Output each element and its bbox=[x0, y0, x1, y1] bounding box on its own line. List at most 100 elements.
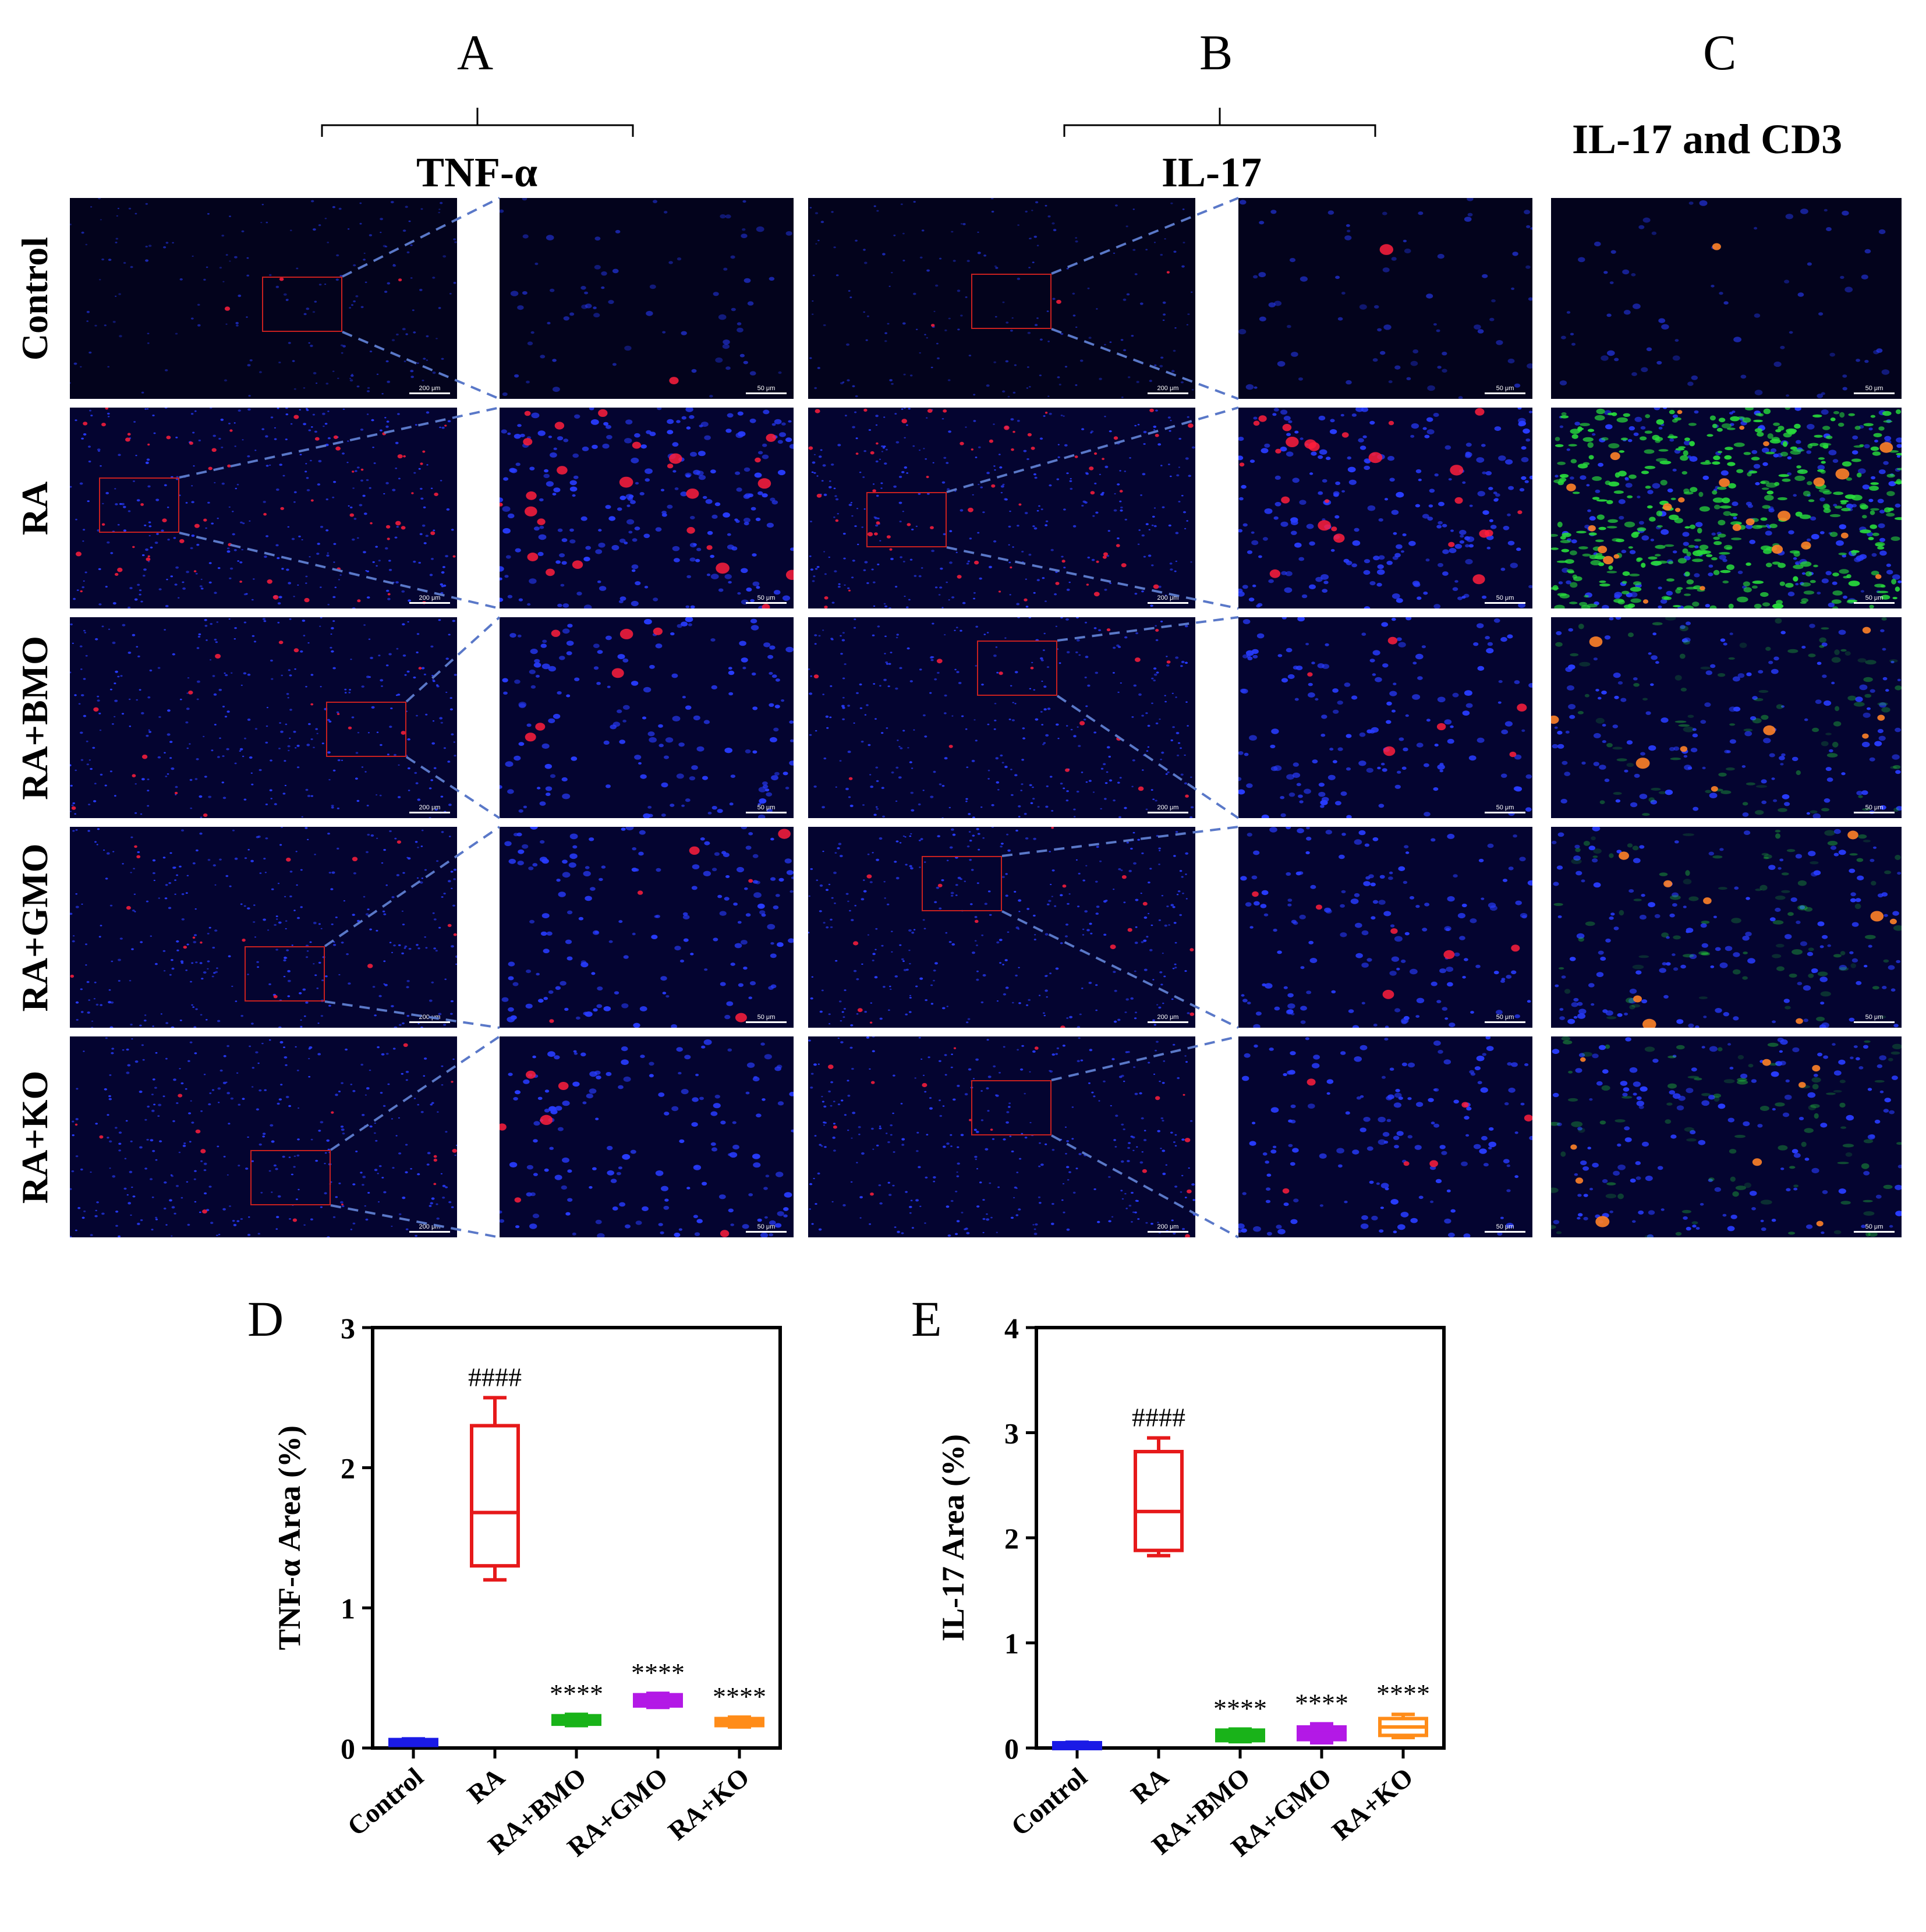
zoom-connector-line bbox=[1051, 328, 1239, 400]
scale-bar-high: 50 μm bbox=[1485, 804, 1525, 813]
roi-box bbox=[245, 946, 325, 1002]
roi-box bbox=[250, 1150, 331, 1205]
micrograph-il17-low-ra-ko: 200 μm bbox=[808, 1036, 1195, 1237]
scale-bar-label: 50 μm bbox=[1865, 1223, 1883, 1230]
micrograph-tnf-low-ra: 200 μm bbox=[70, 408, 457, 608]
micrograph-il17-high-ra-ko: 50 μm bbox=[1238, 1036, 1532, 1237]
scale-bar-high: 50 μm bbox=[1485, 1223, 1525, 1233]
x-tick-label: RA+KO bbox=[663, 1762, 755, 1846]
scale-bar-low: 200 μm bbox=[1148, 385, 1188, 394]
scale-bar-line bbox=[1485, 1231, 1525, 1233]
micrograph-il17-low-control: 200 μm bbox=[808, 198, 1195, 399]
scale-bar-line bbox=[1854, 1021, 1895, 1023]
scale-bar-line bbox=[409, 602, 450, 604]
scale-bar-label: 50 μm bbox=[1496, 1014, 1514, 1021]
scale-bar-label: 50 μm bbox=[1865, 595, 1883, 601]
scale-bar-line bbox=[1485, 602, 1525, 604]
zoom-connector-line bbox=[1051, 197, 1239, 275]
x-tick-label: Control bbox=[1006, 1762, 1093, 1842]
significance-annotation: **** bbox=[631, 1658, 685, 1687]
micrograph-il17-high-ra-gmo: 50 μm bbox=[1238, 827, 1532, 1028]
scale-bar-low: 200 μm bbox=[409, 804, 450, 813]
scale-bar-line bbox=[1148, 392, 1188, 394]
micrograph-cd3-high-ra: 50 μm bbox=[1551, 408, 1902, 608]
scale-bar-label: 200 μm bbox=[1157, 1014, 1179, 1021]
scale-bar-label: 50 μm bbox=[1496, 1223, 1514, 1230]
y-tick-label: 2 bbox=[341, 1452, 355, 1485]
scale-bar-label: 200 μm bbox=[1157, 385, 1179, 392]
zoom-connector-line bbox=[179, 532, 500, 610]
scale-bar-line bbox=[1854, 1231, 1895, 1233]
scale-bar-low: 200 μm bbox=[409, 595, 450, 604]
roi-box bbox=[262, 277, 342, 332]
y-tick-label: 1 bbox=[1004, 1627, 1019, 1660]
scale-bar-line bbox=[1148, 602, 1188, 604]
micrograph-tnf-low-ra-gmo: 200 μm bbox=[70, 827, 457, 1028]
title-tnf-alpha: TNF-α bbox=[416, 149, 538, 196]
roi-box bbox=[326, 702, 406, 757]
scale-bar-high: 50 μm bbox=[746, 595, 787, 604]
y-tick-label: 4 bbox=[1004, 1316, 1019, 1344]
micrograph-cd3-high-ra-gmo: 50 μm bbox=[1551, 827, 1902, 1028]
panel-letter-d: D bbox=[247, 1291, 284, 1347]
micrograph-tnf-high-ra-bmo: 50 μm bbox=[500, 617, 794, 818]
significance-annotation: **** bbox=[713, 1682, 766, 1711]
scale-bar-label: 50 μm bbox=[757, 804, 776, 811]
scale-bar-line bbox=[746, 812, 787, 813]
scale-bar-line bbox=[1485, 392, 1525, 394]
roi-box bbox=[977, 641, 1057, 696]
micrograph-tnf-low-ra-bmo: 200 μm bbox=[70, 617, 457, 818]
scale-bar-high: 50 μm bbox=[1854, 804, 1895, 813]
scale-bar-line bbox=[746, 1231, 787, 1233]
brace-a bbox=[321, 108, 634, 137]
zoom-connector-line bbox=[1056, 695, 1240, 819]
zoom-connector-line bbox=[342, 331, 500, 400]
scale-bar-label: 200 μm bbox=[419, 595, 441, 601]
panel-letter-b: B bbox=[1199, 24, 1233, 80]
scale-bar-line bbox=[1854, 602, 1895, 604]
scale-bar-label: 50 μm bbox=[1496, 595, 1514, 601]
scale-bar-high: 50 μm bbox=[746, 385, 787, 394]
zoom-connector-lines bbox=[179, 197, 1240, 1239]
y-tick-label: 2 bbox=[1004, 1522, 1019, 1555]
micrograph-cd3-high-control: 50 μm bbox=[1551, 198, 1902, 399]
scale-bar-line bbox=[1854, 392, 1895, 394]
y-tick-label: 3 bbox=[341, 1316, 355, 1344]
scale-bar-label: 50 μm bbox=[757, 385, 776, 392]
micrograph-cd3-high-ra-bmo: 50 μm bbox=[1551, 617, 1902, 818]
scale-bar-high: 50 μm bbox=[746, 1223, 787, 1233]
scale-bar-line bbox=[1854, 812, 1895, 813]
significance-annotation: **** bbox=[550, 1679, 603, 1708]
scale-bar-label: 50 μm bbox=[1865, 804, 1883, 811]
scale-bar-high: 50 μm bbox=[1485, 595, 1525, 604]
zoom-connector-line bbox=[946, 406, 1239, 493]
micrograph-tnf-high-ra-gmo: 50 μm bbox=[500, 827, 794, 1028]
x-tick-label: RA+KO bbox=[1326, 1762, 1419, 1846]
zoom-connector-line bbox=[1051, 1134, 1239, 1239]
scale-bar-label: 200 μm bbox=[1157, 595, 1179, 601]
zoom-connector-line bbox=[1001, 826, 1239, 857]
significance-annotation: #### bbox=[468, 1362, 522, 1392]
micrograph-tnf-low-control: 200 μm bbox=[70, 198, 457, 399]
scale-bar-high: 50 μm bbox=[1854, 385, 1895, 394]
scale-bar-label: 50 μm bbox=[1496, 804, 1514, 811]
scale-bar-line bbox=[409, 392, 450, 394]
scale-bar-high: 50 μm bbox=[1485, 385, 1525, 394]
micrograph-tnf-low-ra-ko: 200 μm bbox=[70, 1036, 457, 1237]
zoom-connector-line bbox=[1051, 1035, 1239, 1081]
significance-annotation: **** bbox=[1213, 1694, 1267, 1724]
scale-bar-label: 200 μm bbox=[419, 804, 441, 811]
panel-letter-e: E bbox=[911, 1291, 942, 1347]
zoom-connector-line bbox=[1057, 616, 1239, 642]
micrograph-cd3-high-ra-ko: 50 μm bbox=[1551, 1036, 1902, 1237]
zoom-connector-line bbox=[1001, 910, 1239, 1029]
scale-bar-high: 50 μm bbox=[1854, 595, 1895, 604]
zoom-connector-line bbox=[324, 1000, 500, 1029]
significance-annotation: **** bbox=[1376, 1679, 1430, 1708]
scale-bar-line bbox=[1148, 1021, 1188, 1023]
scale-bar-line bbox=[1148, 812, 1188, 813]
zoom-connector-line bbox=[330, 1035, 501, 1151]
zoom-connector-line bbox=[405, 756, 501, 819]
micrograph-tnf-high-control: 50 μm bbox=[500, 198, 794, 399]
